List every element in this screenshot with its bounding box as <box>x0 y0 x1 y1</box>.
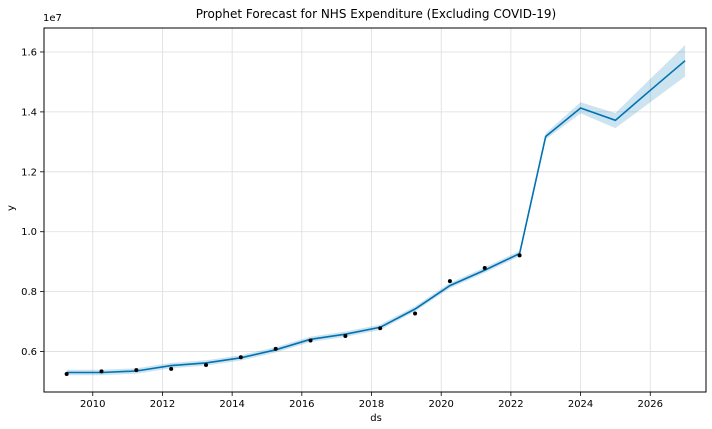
y-tick-label: 0.6 <box>21 347 37 358</box>
x-tick-label: 2016 <box>289 399 314 410</box>
x-tick-label: 2010 <box>80 399 105 410</box>
observed-point <box>204 363 209 368</box>
observed-point <box>343 333 348 338</box>
plot-frame <box>43 27 707 393</box>
observed-point <box>517 253 522 258</box>
y-tick-label: 1.6 <box>21 47 37 58</box>
observed-point <box>273 346 278 351</box>
y-offset-label: 1e7 <box>43 13 62 24</box>
x-tick-label: 2022 <box>498 399 523 410</box>
x-tick-label: 2020 <box>428 399 453 410</box>
observed-point <box>64 372 69 377</box>
observed-point <box>169 366 174 371</box>
uncertainty-band-layer <box>66 45 686 376</box>
y-axis-label: y <box>6 205 17 211</box>
x-tick-label: 2012 <box>150 399 175 410</box>
x-tick-label: 2024 <box>568 399 593 410</box>
y-axis-ticks: 0.6 0.8 1.0 1.2 1.4 1.6 <box>21 47 44 358</box>
observed-point <box>378 326 383 331</box>
observed-point <box>482 265 487 270</box>
x-axis-label: ds <box>370 413 382 424</box>
x-tick-label: 2018 <box>359 399 384 410</box>
observed-point <box>413 311 418 316</box>
observed-point <box>134 368 139 373</box>
y-tick-label: 1.2 <box>21 167 37 178</box>
x-tick-label: 2026 <box>638 399 663 410</box>
observed-point <box>238 355 243 360</box>
y-tick-label: 1.0 <box>21 227 37 238</box>
y-tick-label: 0.8 <box>21 287 37 298</box>
observed-point <box>99 369 104 374</box>
uncertainty-band <box>66 45 686 376</box>
chart-title: Prophet Forecast for NHS Expenditure (Ex… <box>196 7 556 21</box>
observed-point <box>447 279 452 284</box>
x-axis-ticks: 2010 2012 2014 2016 2018 2020 2022 2024 2026 <box>80 392 663 410</box>
y-tick-label: 1.4 <box>21 107 37 118</box>
grid-lines <box>44 28 706 392</box>
x-tick-label: 2014 <box>219 399 244 410</box>
observed-points-layer <box>64 253 522 377</box>
observed-point <box>308 338 313 343</box>
